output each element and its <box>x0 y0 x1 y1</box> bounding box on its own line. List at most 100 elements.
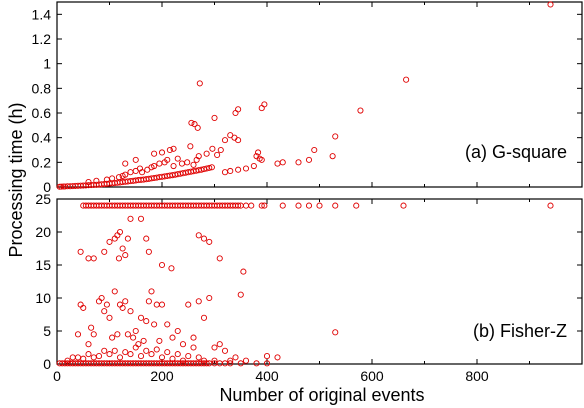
y-tick-label-a: 1.2 <box>32 31 52 47</box>
data-point <box>58 183 65 190</box>
data-point <box>240 268 247 275</box>
x-tick-label: 200 <box>150 368 174 384</box>
data-point <box>74 354 82 361</box>
data-point <box>227 167 234 175</box>
data-point <box>242 165 250 172</box>
data-point <box>143 318 150 325</box>
data-point <box>164 156 171 163</box>
data-point <box>235 166 242 173</box>
data-point <box>169 334 176 341</box>
data-point <box>231 134 238 141</box>
y-tick-label-b: 25 <box>35 191 51 207</box>
data-point <box>258 105 265 112</box>
data-point <box>221 347 229 354</box>
data-point <box>332 133 339 140</box>
data-point <box>196 80 203 87</box>
data-point <box>174 351 181 358</box>
data-point <box>295 159 302 166</box>
panel-g-square: 0 0.2 0.4 0.6 0.8 1 1.2 1.4 (a) G-square <box>32 1 583 195</box>
data-point <box>255 149 262 156</box>
data-point <box>127 169 134 176</box>
data-point <box>101 248 108 255</box>
data-point <box>143 347 150 354</box>
data-point <box>132 156 139 163</box>
data-point <box>206 164 213 171</box>
x-tick-label: 400 <box>255 368 279 384</box>
data-point <box>122 349 129 356</box>
data-point <box>357 107 364 114</box>
data-point <box>174 155 181 162</box>
data-point <box>227 357 234 364</box>
data-point <box>69 354 76 361</box>
data-point <box>237 291 244 298</box>
data-point <box>209 145 216 152</box>
data-point <box>227 360 234 367</box>
y-tick-label-a: 0.4 <box>32 130 52 146</box>
data-point <box>190 334 197 341</box>
data-point <box>279 159 286 166</box>
data-point <box>274 160 281 167</box>
x-tick-label: 600 <box>360 368 384 384</box>
data-point <box>263 360 271 367</box>
data-point <box>305 156 313 163</box>
data-point <box>109 175 116 182</box>
data-point <box>216 255 223 262</box>
data-point <box>101 308 108 315</box>
data-point <box>208 164 215 171</box>
data-point <box>119 304 126 311</box>
data-point <box>90 255 97 262</box>
y-tick-label-b: 10 <box>35 290 51 306</box>
data-point <box>111 288 118 295</box>
data-point <box>111 347 118 354</box>
data-point <box>151 162 158 170</box>
y-tick-label-a: 0 <box>43 179 51 195</box>
data-point <box>115 174 122 181</box>
data-point <box>295 202 302 209</box>
data-point <box>156 160 163 167</box>
y-tick-label-a: 1.4 <box>32 6 52 22</box>
data-point <box>148 288 155 295</box>
data-point <box>137 215 145 222</box>
data-point <box>185 301 192 308</box>
data-point <box>151 321 158 328</box>
data-point <box>169 355 176 362</box>
data-point <box>116 228 124 236</box>
data-point <box>130 334 137 341</box>
data-point <box>151 150 158 157</box>
data-point <box>143 235 150 242</box>
x-tick-label: 800 <box>465 368 489 384</box>
data-point <box>122 160 129 167</box>
data-point <box>170 145 177 152</box>
data-point <box>88 324 95 331</box>
data-point <box>248 202 255 209</box>
data-point <box>187 143 194 150</box>
y-tick-label-a: 0.2 <box>32 154 52 170</box>
data-point <box>221 360 229 367</box>
data-point <box>122 171 129 178</box>
data-point <box>232 354 239 361</box>
data-point <box>103 301 110 308</box>
panel-fisher-z: 0 5 10 15 20 25 0 200 400 600 800 (b) Fisher-Z <box>35 191 583 384</box>
data-point <box>164 321 171 328</box>
data-point <box>235 137 242 144</box>
data-point <box>311 146 318 154</box>
data-point <box>329 153 336 160</box>
data-point <box>235 106 242 113</box>
data-point <box>195 232 202 239</box>
y-tick-label-a: 0.6 <box>32 105 52 121</box>
data-point <box>216 341 223 348</box>
data-point <box>140 337 147 344</box>
panel-annotation-b: (b) Fisher-Z <box>473 321 567 341</box>
data-point <box>109 334 116 341</box>
data-point <box>191 121 198 128</box>
data-point <box>305 202 313 209</box>
data-point <box>156 337 163 344</box>
data-point <box>203 360 210 367</box>
data-point <box>74 331 82 338</box>
data-point <box>242 357 250 364</box>
data-point <box>158 149 166 156</box>
data-point <box>115 255 122 262</box>
data-point <box>200 235 208 242</box>
data-point <box>211 114 218 121</box>
